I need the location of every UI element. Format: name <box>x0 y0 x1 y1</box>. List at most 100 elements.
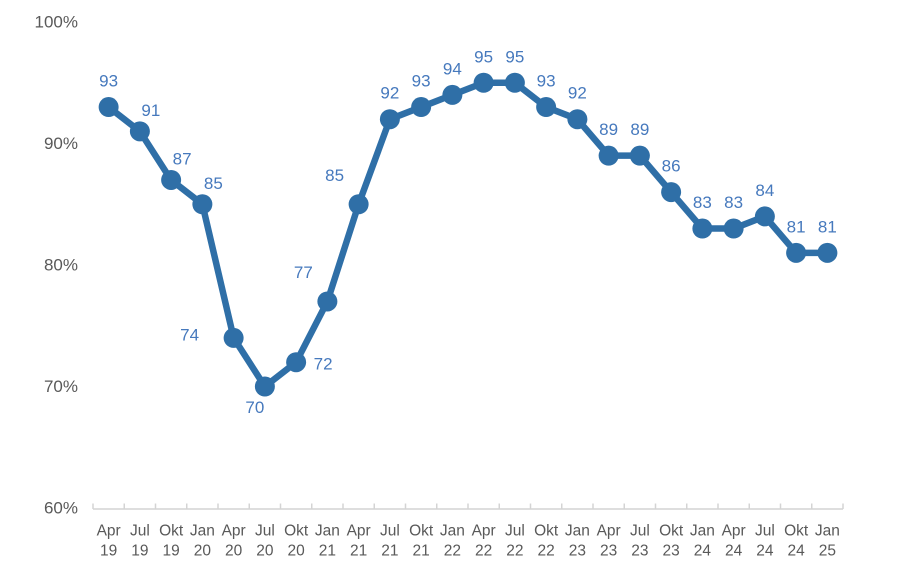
x-axis-label-month: Okt <box>159 523 184 540</box>
y-axis-label: 60% <box>44 499 78 518</box>
x-axis-label-year: 24 <box>725 543 743 560</box>
data-point-marker <box>817 242 838 263</box>
x-axis-label-year: 22 <box>538 543 555 560</box>
x-axis-label-month: Apr <box>722 523 746 540</box>
data-point-label: 83 <box>693 193 712 212</box>
data-point-label: 72 <box>314 355 333 374</box>
data-point-marker <box>192 194 213 215</box>
data-point-marker <box>223 327 244 348</box>
x-axis-label-month: Okt <box>409 523 434 540</box>
series-line <box>105 79 831 390</box>
x-axis-label-month: Apr <box>597 523 621 540</box>
x-axis-label-month: Apr <box>222 523 246 540</box>
data-point-label: 70 <box>245 398 264 417</box>
data-point-label: 81 <box>787 217 806 236</box>
data-point-marker <box>473 72 494 93</box>
x-axis-label-month: Jan <box>440 523 465 540</box>
x-axis-label-month: Jul <box>255 523 275 540</box>
data-point-marker <box>723 218 744 239</box>
data-point-label: 93 <box>412 72 431 91</box>
data-point-marker <box>286 352 307 373</box>
data-point-marker <box>348 194 369 215</box>
x-axis-label-year: 24 <box>694 543 712 560</box>
data-point-label: 95 <box>505 47 524 66</box>
x-axis-label-year: 20 <box>225 543 243 560</box>
data-point-marker <box>129 121 150 142</box>
x-axis-label-year: 19 <box>100 543 117 560</box>
x-axis-label-year: 22 <box>475 543 492 560</box>
data-point-marker <box>442 84 463 105</box>
x-axis-label-month: Jan <box>690 523 715 540</box>
data-point-label: 91 <box>141 101 160 120</box>
data-point-label: 81 <box>818 217 837 236</box>
y-axis-label: 90% <box>44 134 78 153</box>
x-axis-label-year: 21 <box>381 543 398 560</box>
x-axis-label-month: Okt <box>534 523 559 540</box>
x-axis-label-year: 20 <box>194 543 212 560</box>
x-axis-label-year: 21 <box>350 543 367 560</box>
data-point-label: 77 <box>294 263 313 282</box>
x-axis-label-month: Jan <box>565 523 590 540</box>
x-axis-label-month: Apr <box>472 523 496 540</box>
data-point-label: 86 <box>662 157 681 176</box>
x-axis-label-month: Jan <box>315 523 340 540</box>
y-axis-label: 80% <box>44 256 78 275</box>
x-axis-label-year: 25 <box>819 543 836 560</box>
y-axis-label: 70% <box>44 377 78 396</box>
data-point-label: 93 <box>537 72 556 91</box>
data-point-label: 87 <box>173 149 192 168</box>
x-axis-label-year: 23 <box>631 543 648 560</box>
data-point-label: 89 <box>599 120 618 139</box>
x-axis-label-month: Jan <box>815 523 840 540</box>
x-axis-label-year: 20 <box>256 543 274 560</box>
data-point-label: 84 <box>755 181 774 200</box>
data-point-marker <box>317 291 338 312</box>
data-point-label: 85 <box>325 166 344 185</box>
data-point-marker <box>254 376 275 397</box>
data-point-marker <box>504 72 525 93</box>
x-axis-label-year: 24 <box>756 543 774 560</box>
x-axis-label-month: Jul <box>630 523 650 540</box>
data-point-label: 94 <box>443 59 462 78</box>
x-axis-label-year: 20 <box>288 543 306 560</box>
x-axis-label-month: Jul <box>755 523 775 540</box>
data-point-label: 89 <box>630 120 649 139</box>
x-axis-label-month: Okt <box>284 523 309 540</box>
x-axis-label-month: Jul <box>380 523 400 540</box>
x-axis-label-year: 23 <box>569 543 586 560</box>
x-axis-label-month: Okt <box>659 523 684 540</box>
x-axis-label-year: 23 <box>600 543 617 560</box>
y-axis-label: 100% <box>35 13 78 32</box>
data-point-label: 85 <box>204 174 223 193</box>
data-point-marker <box>161 169 182 190</box>
x-axis-label-year: 24 <box>788 543 806 560</box>
x-axis-label-year: 21 <box>319 543 336 560</box>
data-point-marker <box>786 242 807 263</box>
x-axis-label-month: Apr <box>347 523 371 540</box>
x-axis-label-month: Apr <box>97 523 121 540</box>
x-axis-label-year: 22 <box>506 543 523 560</box>
data-point-marker <box>567 109 588 130</box>
x-axis-label-month: Jul <box>505 523 525 540</box>
data-point-marker <box>754 206 775 227</box>
data-point-marker <box>379 109 400 130</box>
data-point-marker <box>98 97 119 118</box>
x-axis-label-year: 19 <box>131 543 148 560</box>
x-axis-label-year: 22 <box>444 543 461 560</box>
data-point-label: 93 <box>99 72 118 91</box>
data-point-marker <box>629 145 650 166</box>
data-point-marker <box>536 97 557 118</box>
data-point-marker <box>661 182 682 203</box>
data-point-label: 83 <box>724 193 743 212</box>
data-point-label: 92 <box>380 84 399 103</box>
x-axis-label-month: Okt <box>784 523 809 540</box>
data-point-label: 74 <box>180 325 199 344</box>
x-axis-label-year: 19 <box>163 543 180 560</box>
data-point-marker <box>692 218 713 239</box>
x-axis-label-month: Jan <box>190 523 215 540</box>
x-axis-label-month: Jul <box>130 523 150 540</box>
data-point-marker <box>411 97 432 118</box>
data-point-marker <box>598 145 619 166</box>
